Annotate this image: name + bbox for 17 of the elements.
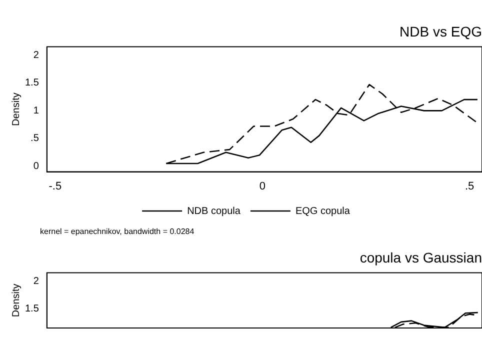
y-tick-label: 2: [33, 276, 40, 287]
y-tick-label: .5: [30, 133, 40, 144]
legend-label: EQG copula: [295, 206, 350, 217]
y-tick-label: 0: [33, 160, 40, 172]
chart-title: copula vs Gaussian: [360, 249, 482, 266]
y-tick-label: 2: [33, 50, 40, 61]
text: kernel = epanechnikov, bandwidth = 0.0284: [40, 227, 195, 236]
legend-label: NDB copula: [187, 206, 241, 217]
x-tick-label: 0: [259, 180, 266, 192]
y-tick-label: 1.5: [24, 303, 40, 314]
chart-title: NDB vs EQG: [400, 23, 482, 40]
y-tick-label: 1.5: [24, 78, 40, 89]
y-axis-title: Density: [10, 92, 22, 126]
x-tick-label: -.5: [48, 180, 62, 192]
y-tick-label: 1: [33, 105, 40, 116]
x-tick-label: .5: [464, 180, 474, 192]
y-axis-title: Density: [10, 284, 22, 318]
